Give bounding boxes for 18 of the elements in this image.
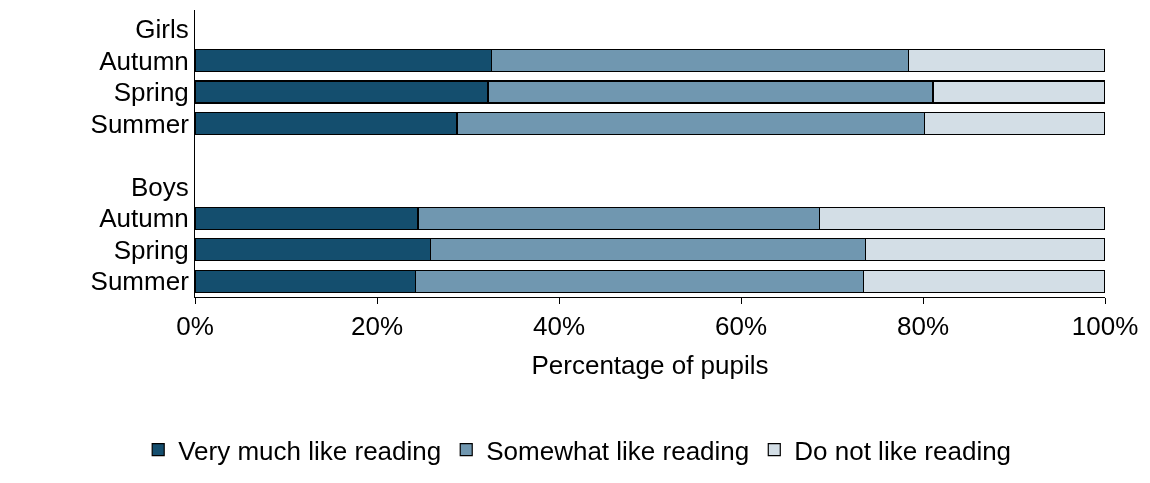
x-tick-label: 80% xyxy=(896,311,950,342)
y-tick-label: Autumn xyxy=(99,203,189,234)
y-tick-label: Girls xyxy=(135,14,189,45)
y-tick-label: Summer xyxy=(90,266,190,297)
x-axis-title: Percentage of pupils xyxy=(531,349,769,380)
x-tick-label: 0% xyxy=(176,311,214,342)
legend-label: Very much like reading xyxy=(178,435,442,466)
x-tick-label: 60% xyxy=(714,311,768,342)
legend-label: Do not like reading xyxy=(794,435,1012,466)
x-tick-label: 20% xyxy=(350,311,404,342)
y-tick-label: Spring xyxy=(113,234,189,265)
x-tick-label: 40% xyxy=(532,311,586,342)
x-tick-label: 100% xyxy=(1071,311,1139,342)
y-tick-label: Summer xyxy=(90,108,190,139)
y-tick-label: Autumn xyxy=(99,45,189,76)
y-tick-label: Spring xyxy=(113,77,189,108)
y-tick-label: Boys xyxy=(130,171,189,202)
legend-label: Somewhat like reading xyxy=(486,435,750,466)
